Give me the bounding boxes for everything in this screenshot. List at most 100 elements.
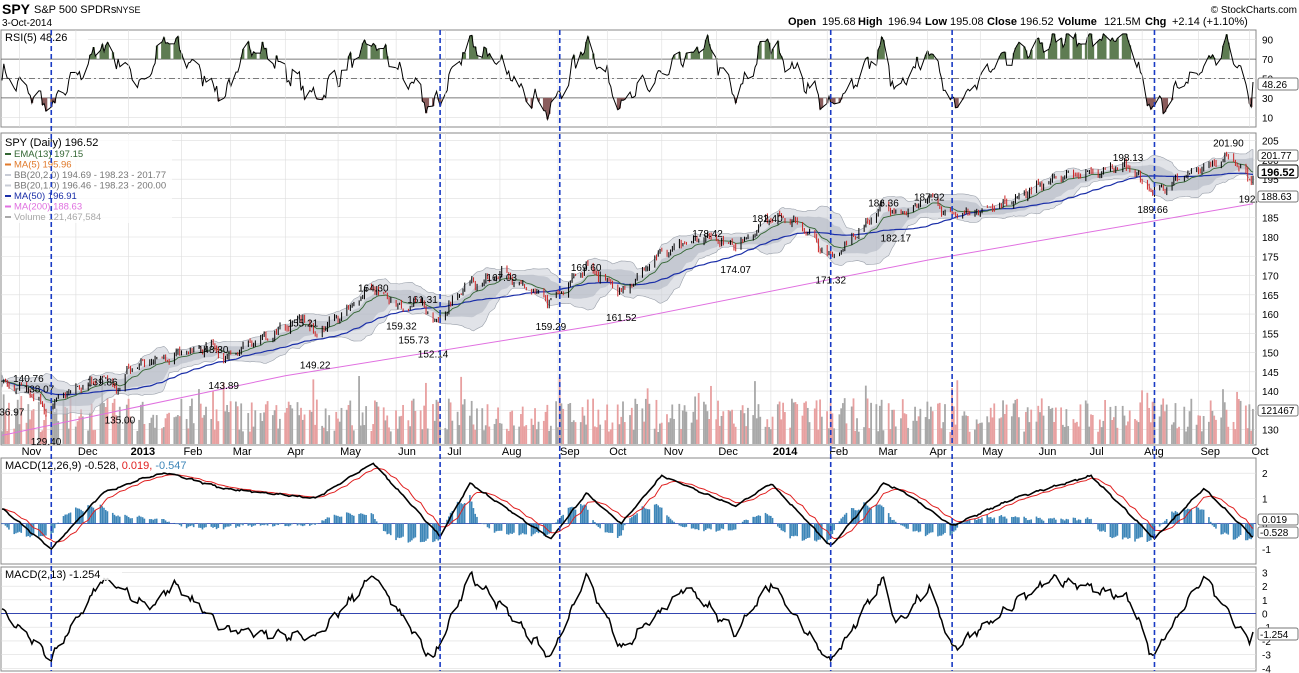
volume-bar bbox=[1172, 422, 1175, 444]
histogram-bar bbox=[210, 523, 213, 527]
low-value: 195.08 bbox=[950, 16, 984, 28]
volume-bar bbox=[715, 419, 718, 444]
volume-bar bbox=[447, 398, 450, 444]
volume-bar bbox=[903, 413, 906, 444]
histogram-bar bbox=[1245, 523, 1247, 541]
tick-label: 90 bbox=[1262, 36, 1274, 47]
volume-bar bbox=[1199, 415, 1202, 444]
volume-bar bbox=[1084, 400, 1087, 444]
volume-bar bbox=[743, 413, 746, 444]
volume-bar bbox=[1, 431, 3, 444]
histogram-bar bbox=[1074, 517, 1076, 524]
histogram-bar bbox=[500, 523, 503, 531]
histogram-bar bbox=[389, 523, 392, 536]
histogram-bar bbox=[722, 523, 725, 530]
tick-label: -2 bbox=[1262, 637, 1271, 648]
volume-bar bbox=[1074, 422, 1077, 444]
histogram-bar bbox=[595, 523, 598, 526]
volume-bar bbox=[189, 406, 192, 444]
volume-bar bbox=[657, 431, 660, 444]
histogram-bar bbox=[495, 523, 498, 532]
histogram-bar bbox=[361, 513, 364, 524]
histogram-bar bbox=[439, 523, 441, 540]
volume-bar bbox=[229, 401, 232, 444]
histogram-bar bbox=[833, 523, 835, 531]
rsi-overbought-fill bbox=[878, 45, 882, 60]
histogram-bar bbox=[1000, 515, 1003, 524]
volume-bar bbox=[30, 410, 33, 444]
bollinger-band-inner bbox=[2, 157, 1253, 407]
histogram-bar bbox=[1238, 523, 1240, 537]
histogram-bar bbox=[727, 523, 730, 531]
tick-label: 10 bbox=[1262, 113, 1274, 124]
rsi-oversold-fill bbox=[548, 97, 551, 114]
chg-label: Chg bbox=[1145, 16, 1166, 28]
histogram-bar bbox=[446, 519, 448, 524]
ohlc-readout: Open 195.68 High 196.94 Low 195.08 Close… bbox=[788, 16, 1248, 28]
volume-bar bbox=[1114, 405, 1117, 444]
volume-bar bbox=[345, 409, 348, 444]
histogram-bar bbox=[865, 503, 867, 524]
volume-bar bbox=[1137, 422, 1140, 444]
volume-bar bbox=[111, 402, 114, 444]
histogram-bar bbox=[594, 522, 596, 524]
low-label: Low bbox=[925, 16, 947, 28]
histogram-bar bbox=[437, 523, 440, 541]
volume-bar bbox=[164, 418, 167, 444]
volume-bar bbox=[377, 406, 380, 444]
volume-bar bbox=[954, 424, 957, 444]
histogram-bar bbox=[13, 523, 16, 535]
histogram-bar bbox=[1, 523, 3, 525]
volume-bar bbox=[520, 414, 522, 444]
histogram-bar bbox=[451, 510, 454, 524]
histogram-bar bbox=[310, 523, 313, 525]
volume-bar bbox=[667, 422, 670, 444]
histogram-bar bbox=[64, 514, 67, 524]
histogram-bar bbox=[349, 513, 352, 524]
histogram-bar bbox=[127, 516, 130, 524]
histogram-bar bbox=[175, 523, 177, 525]
histogram-bar bbox=[69, 512, 72, 524]
histogram-bar bbox=[606, 523, 608, 533]
histogram-bar bbox=[291, 523, 294, 525]
histogram-bar bbox=[752, 516, 755, 524]
volume-bar bbox=[618, 424, 621, 444]
volume-bar bbox=[1146, 392, 1149, 444]
rsi-overbought-fill bbox=[254, 53, 257, 60]
price-annotation: 182.17 bbox=[881, 234, 912, 245]
histogram-bar bbox=[1232, 523, 1235, 540]
volume-bar bbox=[198, 389, 200, 444]
rsi-overbought-fill bbox=[372, 43, 375, 60]
volume-bar bbox=[1171, 424, 1173, 444]
volume-label: Volume bbox=[1058, 16, 1097, 28]
histogram-bar bbox=[720, 523, 723, 529]
histogram-bar bbox=[845, 512, 848, 524]
price-annotation: 169.60 bbox=[571, 263, 602, 274]
histogram-bar bbox=[891, 519, 894, 524]
histogram-bar bbox=[1065, 518, 1068, 524]
histogram-bar bbox=[1028, 519, 1031, 524]
rsi-overbought-fill bbox=[1090, 33, 1093, 60]
volume-bar bbox=[127, 398, 130, 444]
volume-bar bbox=[986, 416, 989, 444]
volume-bar bbox=[669, 418, 672, 444]
volume-bar bbox=[850, 406, 853, 444]
histogram-bar bbox=[924, 523, 927, 537]
histogram-bar bbox=[653, 504, 656, 524]
volume-bar bbox=[572, 420, 575, 444]
histogram-bar bbox=[599, 523, 601, 529]
rsi-oversold-fill bbox=[423, 97, 426, 103]
volume-bar bbox=[106, 398, 109, 444]
volume-bar bbox=[722, 411, 725, 444]
histogram-bar bbox=[1162, 522, 1164, 524]
volume-bar bbox=[894, 426, 897, 444]
volume-bar bbox=[81, 416, 84, 444]
volume-bar bbox=[708, 418, 711, 444]
histogram-bar bbox=[801, 523, 804, 541]
volume-bar bbox=[437, 401, 440, 444]
histogram-bar bbox=[419, 523, 422, 543]
volume-bar bbox=[585, 424, 587, 444]
volume-bar bbox=[1190, 398, 1193, 444]
histogram-bar bbox=[103, 507, 105, 524]
histogram-bar bbox=[740, 523, 742, 524]
